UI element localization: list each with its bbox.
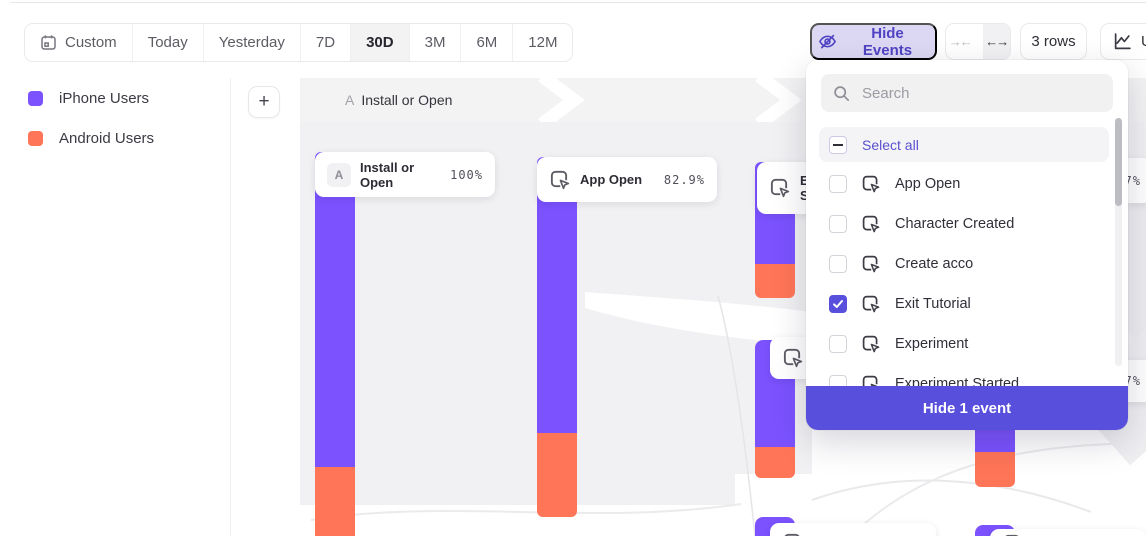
collapse-columns-button[interactable]: →← <box>948 34 973 49</box>
chart-type-button-label: U <box>1141 33 1146 50</box>
step-label: Install or Open <box>361 92 453 108</box>
event-list: App Open Character Created Create acco Exit… <box>819 164 1108 430</box>
date-range-tabs: Custom Today Yesterday 7D 30D 3M 6M 12M <box>24 23 574 62</box>
bar-segment-iphone[interactable] <box>315 152 355 467</box>
legend-swatch <box>28 131 43 146</box>
event-list-item-exit-tutorial[interactable]: Exit Tutorial <box>819 284 1108 324</box>
legend-item-android-users[interactable]: Android Users <box>28 130 154 147</box>
legend-divider <box>230 78 231 536</box>
step-header-install-or-open[interactable]: A Install or Open <box>345 78 452 122</box>
date-tab-custom[interactable]: Custom <box>25 24 133 61</box>
step-card-label: Install or Open <box>360 159 415 190</box>
step-card-app-open[interactable]: App Open 82.9% <box>537 157 717 202</box>
date-tab-yesterday[interactable]: Yesterday <box>203 24 301 61</box>
event-icon <box>782 532 804 536</box>
chart-type-button[interactable]: U <box>1100 23 1146 60</box>
event-icon <box>861 334 881 354</box>
search-input[interactable] <box>860 83 1101 103</box>
date-tab-3m[interactable]: 3M <box>409 24 462 61</box>
calendar-icon <box>40 34 57 51</box>
step-card-value: 100% <box>450 167 483 182</box>
date-tab-label: Custom <box>65 34 117 51</box>
bar-segment-android[interactable] <box>755 264 795 298</box>
event-label: Character Created <box>895 216 1015 232</box>
event-icon <box>549 169 571 191</box>
hide-events-button[interactable]: Hide Events <box>810 23 937 60</box>
legend-swatch <box>28 91 43 106</box>
date-tab-6m[interactable]: 6M <box>461 24 514 61</box>
checkbox-unchecked[interactable] <box>829 255 847 273</box>
bar-segment-android[interactable] <box>755 447 795 478</box>
bar-segment-android[interactable] <box>315 467 355 536</box>
checkbox-unchecked[interactable] <box>829 175 847 193</box>
bar-segment-iphone[interactable] <box>537 157 577 433</box>
event-icon <box>861 174 881 194</box>
window-top-border <box>10 2 1146 3</box>
chevron-separator-icon <box>755 78 801 122</box>
select-all-label: Select all <box>862 136 919 153</box>
event-icon <box>861 214 881 234</box>
event-list-item-create-acco[interactable]: Create acco <box>819 244 1108 284</box>
select-all-row[interactable]: Select all <box>819 127 1109 162</box>
event-icon <box>861 254 881 274</box>
legend-label: Android Users <box>59 130 155 147</box>
expand-columns-button[interactable]: ←→ <box>982 24 1010 59</box>
event-label: Exit Tutorial <box>895 296 971 312</box>
select-all-checkbox[interactable] <box>829 135 847 154</box>
checkbox-unchecked[interactable] <box>829 215 847 233</box>
bar-segment-android[interactable] <box>975 452 1015 487</box>
bar-segment-android[interactable] <box>537 433 577 517</box>
search-icon <box>833 85 850 102</box>
add-step-button[interactable]: + <box>248 86 280 118</box>
chevron-separator-icon <box>538 78 584 122</box>
date-tab-label: 7D <box>315 34 336 51</box>
date-tab-label: 12M <box>528 34 558 51</box>
step-card-install-or-open[interactable]: A Install or Open 100% <box>315 152 495 197</box>
scrollbar-track[interactable] <box>1115 118 1122 366</box>
events-dropdown-panel: Select all App Open Character Created Crea… <box>806 60 1128 430</box>
hide-event-button[interactable]: Hide 1 event <box>806 386 1128 430</box>
event-list-item-character-created[interactable]: Character Created <box>819 204 1108 244</box>
date-tab-label: 30D <box>366 34 394 51</box>
checkbox-unchecked[interactable] <box>829 335 847 353</box>
date-tab-30d[interactable]: 30D <box>351 24 410 61</box>
step-card-value: 82.9% <box>663 172 705 187</box>
date-tab-today[interactable]: Today <box>132 24 204 61</box>
event-icon <box>782 347 804 369</box>
step-card-row3-partial[interactable] <box>990 529 1146 536</box>
rows-button[interactable]: 3 rows <box>1020 23 1087 60</box>
step-letter-badge: A <box>327 162 351 187</box>
event-label: App Open <box>895 176 961 192</box>
search-box <box>821 74 1113 112</box>
hide-events-label: Hide Events <box>862 24 913 59</box>
step-card-row3-partial[interactable] <box>770 523 936 536</box>
event-icon <box>861 294 881 314</box>
legend-label: iPhone Users <box>59 90 150 107</box>
date-tab-label: 3M <box>424 34 446 51</box>
event-list-item-experiment[interactable]: Experiment <box>819 324 1108 364</box>
event-list-item-app-open[interactable]: App Open <box>819 164 1108 204</box>
date-tab-7d[interactable]: 7D <box>300 24 352 61</box>
funnel-chart: A Install or Open + A Install or Open 100%… <box>231 70 1146 536</box>
scrollbar-thumb[interactable] <box>1115 118 1122 206</box>
eye-off-icon <box>818 32 837 51</box>
column-width-toggle: →← ←→ <box>945 23 1011 60</box>
legend-item-iphone-users[interactable]: iPhone Users <box>28 90 149 107</box>
date-tab-label: 6M <box>476 34 498 51</box>
date-tab-label: Today <box>147 34 188 51</box>
date-tab-12m[interactable]: 12M <box>513 24 573 61</box>
event-label: Experiment <box>895 336 969 352</box>
step-card-label: App Open <box>580 172 643 187</box>
checkbox-checked[interactable] <box>829 295 847 313</box>
date-tab-label: Yesterday <box>218 34 285 51</box>
event-icon <box>769 177 791 199</box>
step-letter: A <box>345 92 355 108</box>
event-label: Create acco <box>895 256 974 272</box>
chart-line-icon <box>1113 32 1132 51</box>
